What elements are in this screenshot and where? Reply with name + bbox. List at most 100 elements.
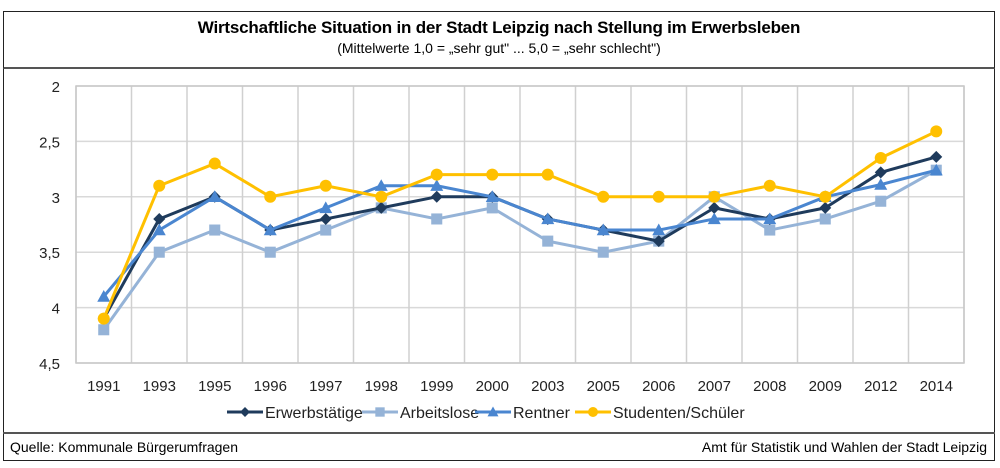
triangle-marker [485,190,499,202]
legend-label: Rentner [513,405,571,422]
circle-marker [708,190,721,203]
y-tick-label: 3 [52,190,60,207]
plot-area-border [75,85,965,364]
x-axis-ticks: 1991 1993 1995 1996 1997 1998 1999 2000 2003 2005… [87,378,953,395]
circle-marker [319,179,332,192]
diamond-marker [708,201,721,214]
triangle-marker [596,223,610,236]
diamond-marker [240,407,250,417]
x-tick-label: 1996 [254,378,287,395]
organization-note: Amt für Statistik und Wahlen der Stadt L… [701,439,987,455]
gridlines [75,85,965,364]
square-marker [264,246,276,258]
triangle-marker [319,201,333,214]
circle-marker [264,190,277,203]
circle-marker [763,179,776,192]
circle-marker [153,179,166,192]
diamond-marker [874,166,887,179]
triangle-marker [541,212,555,225]
square-marker [597,246,609,258]
series-group [97,125,943,336]
y-tick-label: 3,5 [39,245,60,262]
triangle-marker [152,223,166,236]
triangle-marker [208,190,222,202]
circle-marker [375,190,388,203]
diamond-marker [153,212,166,225]
series-line [102,168,937,298]
circle-marker [588,407,598,417]
legend-label: Arbeitslose [400,405,479,422]
y-tick-label: 4,5 [39,356,60,373]
circle-marker [208,157,221,170]
y-tick-label: 2,5 [39,134,60,151]
circle-marker [541,168,554,181]
x-tick-label: 1997 [309,378,342,395]
x-tick-label: 2005 [587,378,620,395]
triangle-marker [707,212,721,225]
y-tick-label: 2 [52,79,60,96]
diamond-marker [652,235,665,248]
square-marker [764,224,776,236]
diamond-marker [930,150,943,163]
circle-marker [97,312,110,325]
triangle-marker [487,406,499,417]
x-tick-label: 2008 [753,378,786,395]
x-tick-label: 1999 [420,378,453,395]
triangle-marker [929,163,943,176]
square-marker [875,195,887,207]
diamond-marker [375,201,388,214]
legend-item: Studenten/Schüler [575,405,745,422]
triangle-marker [430,179,444,191]
x-tick-label: 2014 [920,378,953,395]
x-tick-label: 2000 [476,378,509,395]
square-marker [98,324,110,336]
triangle-marker [874,178,888,190]
circle-marker [652,190,665,203]
triangle-marker [374,179,388,191]
circle-marker [819,190,832,203]
chart-subtitle: (Mittelwerte 1,0 = „sehr gut" ... 5,0 = … [337,40,661,56]
y-axis-ticks: 2 2,5 3 3,5 4 4,5 [39,79,60,373]
series-line [102,168,937,331]
x-tick-label: 1995 [198,378,231,395]
square-marker [486,202,498,214]
triangle-marker [97,290,111,302]
x-tick-label: 2009 [809,378,842,395]
chart-header: Wirtschaftliche Situation in der Stadt L… [3,11,995,69]
series-studenten-sch-ler [97,125,943,325]
legend-label: Erwerbstätige [265,405,363,422]
x-tick-label: 1993 [143,378,176,395]
square-marker [542,235,554,247]
x-tick-label: 2003 [531,378,564,395]
square-marker [819,213,831,225]
legend-item: Arbeitslose [362,405,479,422]
source-note: Quelle: Kommunale Bürgerumfragen [10,439,239,455]
diamond-marker [430,190,443,203]
circle-marker [874,152,887,165]
circle-marker [486,168,499,181]
triangle-marker [763,212,777,225]
chart-footer: Quelle: Kommunale Bürgerumfragen Amt für… [3,432,995,461]
circle-marker [930,125,943,138]
legend-label: Studenten/Schüler [613,405,745,422]
legend: Erwerbstätige Arbeitslose Rentner Studenten… [227,405,745,422]
x-tick-label: 2007 [698,378,731,395]
legend-item: Erwerbstätige [227,405,363,422]
square-marker [320,224,332,236]
diamond-marker [819,201,832,214]
series-line [102,130,937,320]
diamond-marker [319,212,332,225]
legend-item: Rentner [475,405,571,422]
square-marker [375,407,385,417]
square-marker [209,224,221,236]
x-tick-label: 2006 [642,378,675,395]
square-marker [431,213,443,225]
chart-title: Wirtschaftliche Situation in der Stadt L… [197,18,801,37]
circle-marker [430,168,443,181]
square-marker [153,246,165,258]
triangle-marker [652,223,666,236]
circle-marker [597,190,610,203]
x-tick-label: 1998 [365,378,398,395]
x-tick-label: 2012 [864,378,897,395]
